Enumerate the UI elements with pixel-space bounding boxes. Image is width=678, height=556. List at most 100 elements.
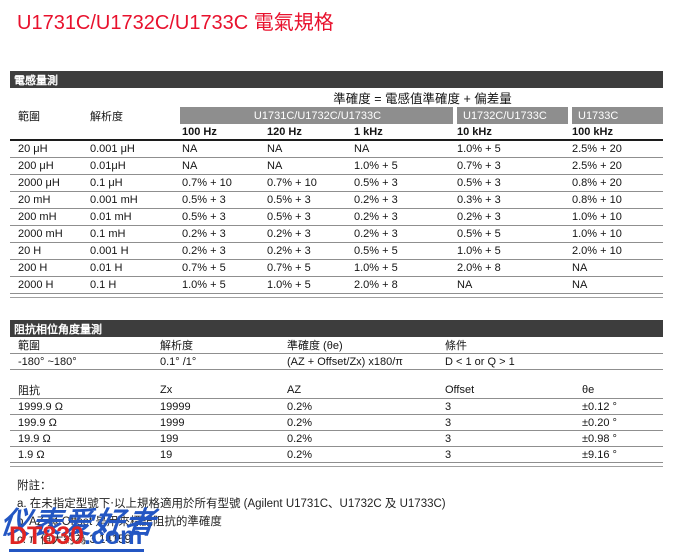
impedance-subheader-row: 阻抗 Zx AZ Offset θe xyxy=(10,382,663,399)
table-cell: NA xyxy=(570,276,664,294)
table-row: 20 mH 0.001 mH 0.5% + 3 0.5% + 3 0.2% + … xyxy=(10,191,664,209)
impedance-section-title: 阻抗相位角度量測 xyxy=(14,323,102,336)
spacer-row xyxy=(10,369,663,382)
footnotes: 附註： a. 在未指定型號下‧以上規格適用於所有型號 (Agilent U173… xyxy=(17,477,446,549)
table-cell: 0.8% + 10 xyxy=(570,191,664,209)
table-cell: 2.0% + 8 xyxy=(352,276,455,294)
model-group-cell: U1733C xyxy=(567,107,664,124)
table-cell: 0.1 mH xyxy=(88,225,180,243)
table-cell: 1.9 Ω xyxy=(10,446,158,463)
table-cell: 199.9 Ω xyxy=(10,414,158,431)
impedance-summary-row: -180° ~180° 0.1° /1° (AZ + Offset/Zx) x1… xyxy=(10,353,663,370)
table-cell: 1.0% + 5 xyxy=(352,157,455,175)
table-row: 1.9 Ω 19 0.2% 3 ±9.16 ° xyxy=(10,446,663,463)
table-cell: 0.7% + 5 xyxy=(265,259,352,277)
table-cell: 0.2% + 3 xyxy=(180,225,265,243)
table-cell: (AZ + Offset/Zx) x180/π xyxy=(285,353,443,370)
table-cell: 0.5% + 3 xyxy=(455,174,570,192)
freq-header: 100 Hz xyxy=(180,124,265,141)
page-title: U1731C/U1732C/U1733C 電氣規格 xyxy=(17,12,334,34)
table-row: 2000 μH 0.1 μH 0.7% + 10 0.7% + 10 0.5% … xyxy=(10,174,664,192)
watermark-brand: DT830 xyxy=(9,522,85,550)
table-cell: 0.001 mH xyxy=(88,191,180,209)
col-header-resolution: 解析度 xyxy=(90,110,123,123)
table-cell: 0.7% + 5 xyxy=(180,259,265,277)
table-cell: NA xyxy=(180,157,265,175)
impedance-table: 範圍 解析度 準確度 (θe) 條件 -180° ~180° 0.1° /1° … xyxy=(10,337,663,467)
table-cell: NA xyxy=(455,276,570,294)
model-header-row: 範圍 解析度 U1731C/U1732C/U1733C U1732C/U1733… xyxy=(10,107,664,124)
table-row: 199.9 Ω 1999 0.2% 3 ±0.20 ° xyxy=(10,414,663,431)
table-cell: 0.8% + 20 xyxy=(570,174,664,192)
table-cell: ±9.16 ° xyxy=(580,446,663,463)
table-cell: 0.01 mH xyxy=(88,208,180,226)
table-cell: ±0.98 ° xyxy=(580,430,663,447)
col-header: 準確度 (θe) xyxy=(287,340,343,352)
footnote-b: b. AZ 與 Offset 是用來標記阻抗的準確度 xyxy=(17,516,222,528)
table-cell: 0.001 μH xyxy=(90,143,135,155)
table-cell xyxy=(10,88,180,107)
col-header: AZ xyxy=(287,384,302,396)
table-cell: 0.2% + 3 xyxy=(180,242,265,260)
table-row: 20 H 0.001 H 0.2% + 3 0.2% + 3 0.5% + 5 … xyxy=(10,242,664,260)
table-cell: 0.2% + 3 xyxy=(352,225,455,243)
table-cell: D < 1 or Q > 1 xyxy=(443,353,663,370)
table-cell: 0.1 μH xyxy=(88,174,180,192)
table-row: 20 μH 0.001 μH NA NA NA 1.0% + 5 2.5% + … xyxy=(10,140,663,158)
table-cell: 2.0% + 8 xyxy=(455,259,570,277)
footnote-c: c. π 值大約為 3.14159 xyxy=(17,534,132,546)
table-cell: 0.5% + 3 xyxy=(265,191,352,209)
freq-header: 120 Hz xyxy=(265,124,352,141)
table-cell: 1.0% + 5 xyxy=(180,276,265,294)
table-cell xyxy=(88,124,180,141)
table-cell: 2.0% + 10 xyxy=(570,242,664,260)
table-cell: NA xyxy=(265,157,352,175)
table-row: 19.9 Ω 199 0.2% 3 ±0.98 ° xyxy=(10,430,663,447)
inductance-section: 電感量測 準確度 = 電感值準確度 + 偏差量 範圍 解析度 U1731C/U1… xyxy=(10,71,664,298)
table-cell: 0.5% + 3 xyxy=(265,208,352,226)
table-bottom-rule xyxy=(10,293,664,298)
inductance-table: 準確度 = 電感值準確度 + 偏差量 範圍 解析度 U1731C/U1732C/… xyxy=(10,88,664,298)
table-cell: NA xyxy=(267,143,283,155)
table-cell: NA xyxy=(182,143,198,155)
table-cell: 199 xyxy=(158,430,285,447)
table-cell: 0.5% + 5 xyxy=(455,225,570,243)
table-cell: 19.9 Ω xyxy=(10,430,158,447)
table-row: 2000 mH 0.1 mH 0.2% + 3 0.2% + 3 0.2% + … xyxy=(10,225,664,243)
table-cell: 2000 H xyxy=(10,276,88,294)
col-header-range: 範圍 xyxy=(18,110,40,123)
col-header: Offset xyxy=(445,384,475,396)
table-cell: 2000 mH xyxy=(10,225,88,243)
footnotes-heading: 附註： xyxy=(17,480,52,492)
table-cell: 0.5% + 3 xyxy=(352,174,455,192)
table-cell: ±0.12 ° xyxy=(580,398,663,415)
impedance-section-header-bar: 阻抗相位角度量測 xyxy=(10,320,663,337)
table-cell: 0.5% + 3 xyxy=(180,191,265,209)
table-cell: 0.2% + 3 xyxy=(352,191,455,209)
table-cell: 2.5% + 20 xyxy=(572,143,622,155)
table-row: 200 H 0.01 H 0.7% + 5 0.7% + 5 1.0% + 5 … xyxy=(10,259,664,277)
table-cell: NA xyxy=(570,259,664,277)
table-cell: ±0.20 ° xyxy=(580,414,663,431)
table-cell: 1.0% + 5 xyxy=(352,259,455,277)
table-cell: 0.7% + 10 xyxy=(265,174,352,192)
table-cell: 1.0% + 5 xyxy=(265,276,352,294)
table-cell: 0.2% + 3 xyxy=(352,208,455,226)
freq-header: 1 kHz xyxy=(352,124,455,141)
table-cell: 19999 xyxy=(158,398,285,415)
table-cell: 20 μH xyxy=(18,143,48,155)
col-header: 解析度 xyxy=(160,340,193,352)
table-cell: 1.0% + 5 xyxy=(457,143,501,155)
table-cell: 19 xyxy=(158,446,285,463)
table-cell: 3 xyxy=(443,398,580,415)
table-cell: 1.0% + 10 xyxy=(570,208,664,226)
col-header: 阻抗 xyxy=(18,385,40,397)
frequency-header-row: 100 Hz 120 Hz 1 kHz 10 kHz 100 kHz xyxy=(10,124,664,141)
table-cell xyxy=(10,462,663,467)
table-cell: 1999 xyxy=(158,414,285,431)
footnote-a: a. 在未指定型號下‧以上規格適用於所有型號 (Agilent U1731C、U… xyxy=(17,498,446,510)
table-row: 200 mH 0.01 mH 0.5% + 3 0.5% + 3 0.2% + … xyxy=(10,208,664,226)
table-cell: 0.3% + 3 xyxy=(455,191,570,209)
table-cell: 200 H xyxy=(10,259,88,277)
table-cell: 0.2% xyxy=(285,398,443,415)
